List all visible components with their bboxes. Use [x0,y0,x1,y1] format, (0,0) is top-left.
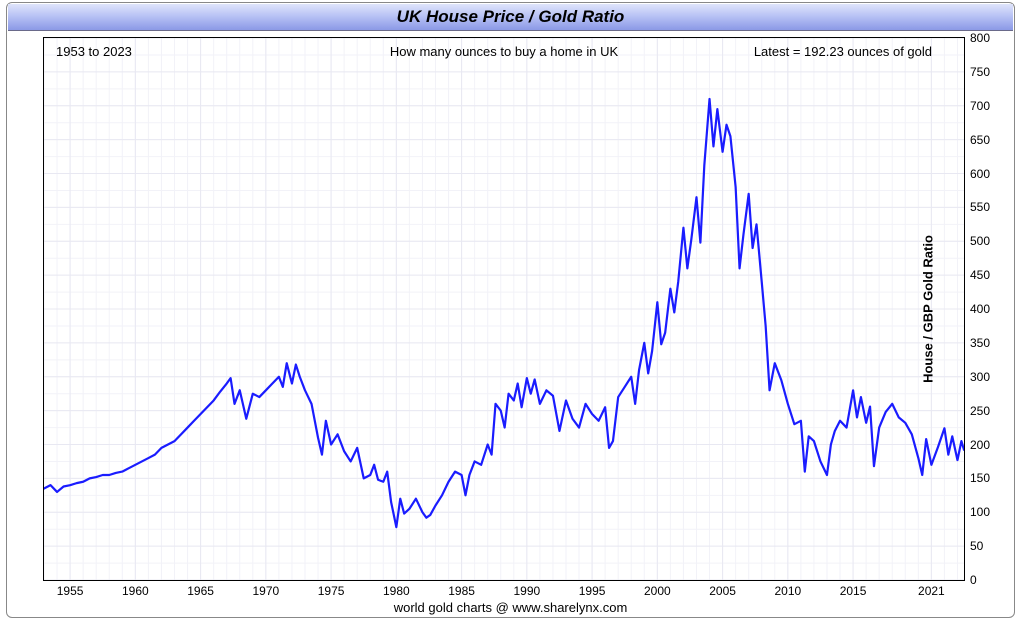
x-tick-label: 2000 [644,584,671,598]
latest-label: Latest = 192.23 ounces of gold [754,44,932,59]
x-tick-label: 1970 [252,584,279,598]
y-tick-label: 350 [970,336,990,350]
x-tick-label: 2015 [840,584,867,598]
x-tick-label: 2010 [774,584,801,598]
line-series [44,99,964,527]
x-tick-label: 1965 [187,584,214,598]
x-tick-label: 2005 [709,584,736,598]
y-tick-label: 650 [970,133,990,147]
x-tick-label: 2021 [918,584,945,598]
x-tick-label: 1960 [122,584,149,598]
y-tick-label: 100 [970,505,990,519]
y-tick-label: 450 [970,268,990,282]
chart-title: UK House Price / Gold Ratio [8,4,1013,31]
footer-caption: world gold charts @ www.sharelynx.com [7,600,1014,615]
y-tick-label: 400 [970,302,990,316]
chart-frame: UK House Price / Gold Ratio 1953 to 2023… [6,2,1015,618]
y-tick-label: 500 [970,234,990,248]
y-tick-label: 750 [970,65,990,79]
x-tick-label: 1990 [513,584,540,598]
y-tick-label: 250 [970,404,990,418]
y-tick-label: 50 [970,539,983,553]
range-label: 1953 to 2023 [56,44,132,59]
y-tick-label: 550 [970,200,990,214]
y-tick-label: 200 [970,438,990,452]
x-tick-label: 1980 [383,584,410,598]
y-tick-label: 0 [970,573,977,587]
plot-area: 1953 to 2023 How many ounces to buy a ho… [43,37,965,581]
x-tick-label: 1985 [448,584,475,598]
gridlines [44,38,964,580]
plot-svg [44,38,964,580]
y-tick-label: 800 [970,31,990,45]
y-tick-label: 150 [970,471,990,485]
y-tick-label: 700 [970,99,990,113]
y-tick-label: 600 [970,167,990,181]
x-tick-label: 1975 [318,584,345,598]
y-tick-label: 300 [970,370,990,384]
x-tick-label: 1955 [57,584,84,598]
x-tick-label: 1995 [579,584,606,598]
y-axis-title: House / GBP Gold Ratio [921,235,936,383]
chart-subtitle: How many ounces to buy a home in UK [390,44,618,59]
